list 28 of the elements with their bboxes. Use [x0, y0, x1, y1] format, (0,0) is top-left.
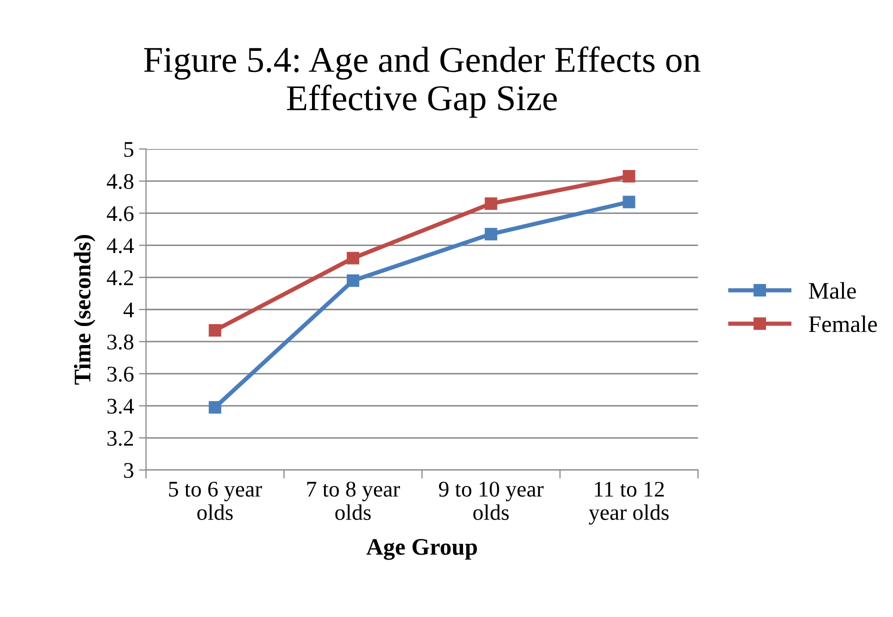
point: [208, 401, 222, 414]
y-tick-label: 3.8: [107, 334, 134, 350]
y-tick-label: 3.4: [107, 398, 134, 414]
y-tick-label: 3.2: [107, 430, 133, 446]
legend-label: Male: [808, 282, 856, 299]
point: [208, 324, 222, 337]
point: [622, 170, 636, 183]
point: [346, 274, 360, 287]
y-tick-label: 5: [124, 142, 134, 157]
y-tick-label: 4.2: [106, 270, 133, 286]
legend-label: Female: [808, 316, 877, 332]
y-tick-label: 4.6: [106, 206, 134, 222]
point: [484, 197, 498, 210]
x-tick-label: 9 to 10 year olds: [438, 482, 544, 520]
y-axis-title: Time (seconds): [74, 235, 96, 385]
y-tick-label: 4: [124, 302, 134, 318]
x-tick-label: 5 to 6 year olds: [169, 482, 262, 520]
point: [346, 252, 360, 264]
y-tick-label: 3.6: [107, 366, 134, 382]
x-tick-label: 7 to 8 year olds: [307, 482, 400, 520]
point: [484, 228, 498, 240]
x-axis-title: Age Group: [366, 539, 477, 560]
point: [622, 196, 636, 208]
chart-title: Figure 5.4: Age and Gender Effects on Effective Gap Size: [144, 46, 700, 118]
y-tick-label: 4.8: [106, 174, 134, 190]
y-tick-label: 4.4: [106, 238, 134, 254]
y-tick-label: 3: [124, 462, 134, 478]
x-tick-label: 11 to 12 year olds: [588, 482, 669, 525]
